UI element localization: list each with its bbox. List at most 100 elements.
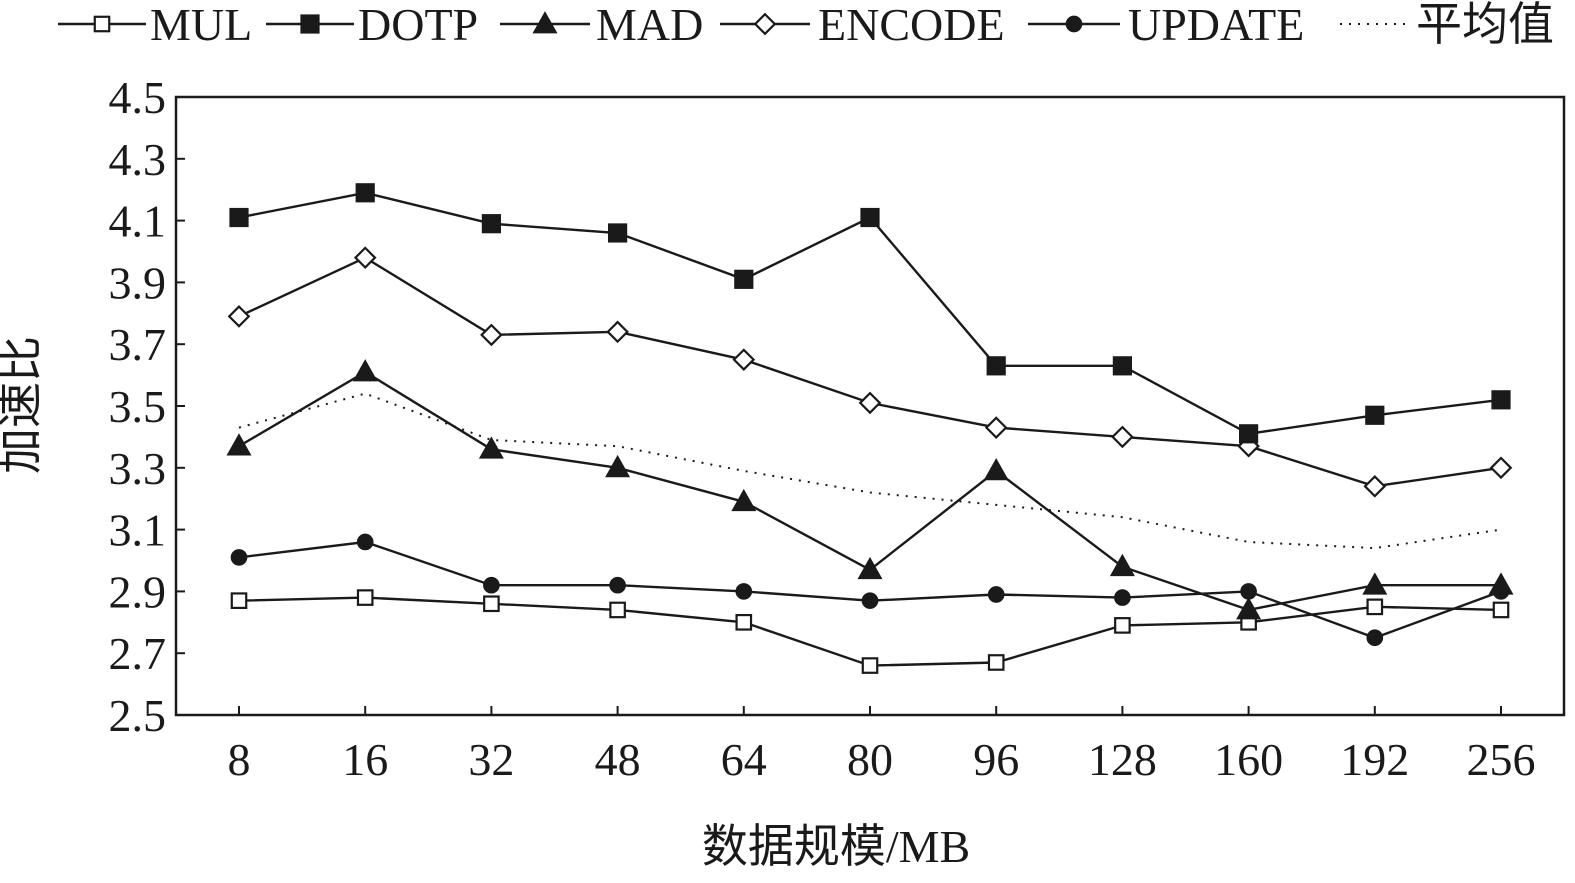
series-line — [238, 392, 1502, 550]
data-point — [1489, 456, 1513, 480]
x-tick-label: 8 — [228, 734, 251, 785]
y-tick-label: 3.1 — [109, 505, 167, 556]
data-point — [480, 323, 503, 347]
legend-marker — [1065, 15, 1083, 33]
y-axis-title: 加速比 — [0, 336, 46, 474]
x-tick-label: 80 — [847, 734, 893, 785]
legend-item-平均值: 平均值 — [1340, 0, 1554, 50]
series-UPDATE — [230, 533, 1510, 647]
series-MAD — [226, 359, 1514, 620]
x-tick-label: 256 — [1467, 734, 1536, 785]
data-point — [227, 305, 251, 328]
data-point — [353, 246, 377, 270]
x-tick-label: 48 — [595, 734, 641, 785]
data-point — [1111, 425, 1134, 449]
data-point — [1236, 597, 1262, 620]
data-point — [478, 436, 504, 459]
legend-item-MAD: MAD — [500, 0, 703, 50]
series-DOTP — [229, 183, 1511, 444]
legend-item-UPDATE: UPDATE — [1028, 0, 1304, 50]
x-tick-label: 32 — [468, 734, 514, 785]
series-MUL — [230, 589, 1510, 674]
x-tick-label: 128 — [1088, 734, 1157, 785]
data-point — [734, 269, 754, 289]
legend-item-ENCODE: ENCODE — [720, 0, 1005, 50]
data-point — [1366, 598, 1384, 616]
legend-marker — [300, 14, 320, 34]
legend-item-DOTP: DOTP — [266, 0, 478, 50]
data-point — [226, 433, 252, 456]
legend-label: MUL — [150, 0, 252, 50]
legend-marker — [532, 11, 558, 34]
data-point — [1363, 475, 1387, 498]
series-line — [238, 540, 1502, 640]
data-point — [983, 458, 1009, 481]
data-point — [605, 454, 631, 478]
data-point — [1109, 553, 1135, 577]
data-point — [1365, 405, 1385, 425]
data-point — [609, 576, 626, 594]
legend-label: ENCODE — [818, 0, 1005, 50]
x-tick-label: 96 — [973, 734, 1019, 785]
data-point — [1366, 629, 1384, 647]
data-point — [609, 601, 626, 619]
y-tick-label: 4.1 — [109, 196, 167, 247]
data-point — [483, 595, 500, 613]
data-point — [861, 657, 879, 674]
data-point — [861, 592, 879, 609]
data-point — [1112, 356, 1133, 376]
data-point — [481, 214, 501, 234]
data-point — [860, 207, 880, 228]
x-axis-ticks: 8 16 32 48 64 80 96 128 160 192 256 — [228, 706, 1536, 785]
legend-label: UPDATE — [1128, 0, 1304, 50]
series-平均值 — [238, 392, 1502, 550]
data-point — [1362, 572, 1388, 595]
legend-marker — [93, 15, 111, 33]
data-point — [356, 589, 374, 606]
data-point — [731, 488, 757, 512]
data-point — [984, 416, 1008, 439]
data-point — [607, 223, 628, 243]
x-tick-label: 192 — [1340, 734, 1409, 785]
series-layer — [226, 183, 1514, 674]
data-point — [1492, 601, 1510, 619]
data-point — [352, 359, 378, 382]
data-point — [1491, 390, 1511, 410]
data-point — [483, 576, 500, 594]
data-point — [230, 592, 248, 609]
data-point — [735, 583, 753, 600]
data-point — [229, 207, 249, 228]
data-point — [986, 356, 1006, 376]
legend-label: DOTP — [358, 0, 478, 50]
data-point — [1114, 589, 1131, 606]
x-tick-label: 160 — [1214, 734, 1283, 785]
series-ENCODE — [227, 246, 1513, 498]
y-tick-label: 2.7 — [109, 628, 167, 679]
data-point — [356, 533, 374, 551]
y-tick-label: 3.7 — [109, 319, 167, 370]
data-point — [230, 549, 248, 566]
data-point — [1240, 583, 1257, 600]
data-point — [1238, 424, 1259, 444]
y-tick-label: 4.3 — [109, 134, 167, 185]
x-axis-title: 数据规模/MB — [702, 821, 970, 872]
x-tick-label: 16 — [342, 734, 388, 785]
data-point — [732, 348, 756, 371]
data-point — [987, 586, 1005, 603]
legend-label: MAD — [596, 0, 703, 50]
data-point — [857, 556, 883, 580]
y-tick-label: 2.9 — [109, 566, 167, 617]
series-line — [238, 256, 1502, 488]
legend-marker — [753, 12, 777, 36]
legend-item-MUL: MUL — [58, 0, 252, 50]
data-point — [735, 613, 753, 631]
y-tick-label: 4.5 — [109, 72, 167, 123]
y-tick-label: 3.5 — [109, 381, 167, 432]
x-tick-label: 64 — [721, 734, 767, 785]
legend-label: 平均值 — [1416, 0, 1554, 50]
y-tick-label: 2.5 — [109, 690, 167, 741]
data-point — [606, 320, 629, 344]
legend: MUL DOTP MAD ENCODE UPDATE 平均值 — [58, 0, 1554, 50]
data-point — [355, 183, 375, 203]
